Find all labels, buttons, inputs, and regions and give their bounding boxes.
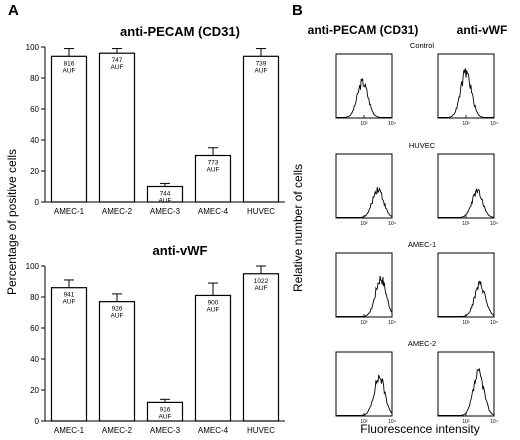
histogram-frame xyxy=(437,351,495,417)
bar-annotation-unit: AUF xyxy=(207,306,220,313)
bar-annotation-value: 916 xyxy=(160,406,171,413)
category-label: AMEC-1 xyxy=(54,207,85,216)
category-label: AMEC-3 xyxy=(150,207,181,216)
histogram-x-tick-label: 10⁴ xyxy=(388,419,396,425)
histogram-curve xyxy=(438,280,495,317)
bar-chart-pecam: 020406080100AMEC-1816AUFAMEC-2747AUFAMEC… xyxy=(26,43,285,216)
category-label: AMEC-3 xyxy=(150,426,181,435)
histogram-x-tick-label: 10² xyxy=(462,419,470,425)
bar-annotation-value: 926 xyxy=(112,306,123,313)
bar-annotation-unit: AUF xyxy=(207,167,220,174)
y-axis-label: Percentage of positive cells xyxy=(5,149,19,295)
histogram-row-label: AMEC-2 xyxy=(408,339,436,348)
y-tick-label: 40 xyxy=(30,355,39,364)
histogram-curve xyxy=(336,78,392,118)
histogram-frame xyxy=(335,153,393,219)
y-tick-label: 100 xyxy=(26,43,40,52)
chart-title-vwf: anti-vWF xyxy=(153,243,208,258)
category-label: HUVEC xyxy=(247,426,275,435)
bar-annotation-value: 900 xyxy=(208,299,219,306)
bar-annotation-value: 816 xyxy=(64,60,75,67)
bar-annotation-unit: AUF xyxy=(159,198,172,205)
category-label: AMEC-4 xyxy=(198,207,229,216)
histogram-curve xyxy=(336,275,393,317)
bar-chart-vwf: 020406080100AMEC-1941AUFAMEC-2926AUFAMEC… xyxy=(26,262,285,435)
histogram-x-tick-label: 10⁴ xyxy=(388,121,396,127)
histogram-x-tick-label: 10² xyxy=(360,221,368,227)
histogram-row-label: AMEC-1 xyxy=(408,240,436,249)
bar-annotation-value: 744 xyxy=(160,191,171,198)
y-tick-label: 0 xyxy=(35,198,40,207)
histogram-curve xyxy=(438,188,495,218)
panel-letter-b: B xyxy=(292,2,303,19)
histogram-x-tick-label: 10² xyxy=(462,221,470,227)
bar xyxy=(194,154,232,203)
bar-annotation-value: 739 xyxy=(256,60,267,67)
y-tick-label: 20 xyxy=(30,386,39,395)
category-label: HUVEC xyxy=(247,207,275,216)
bar-annotation-unit: AUF xyxy=(63,299,76,306)
histogram-frame xyxy=(437,252,495,318)
histogram-curve xyxy=(336,374,393,416)
histogram-curve xyxy=(438,68,494,118)
y-tick-label: 20 xyxy=(30,167,39,176)
histogram-curve xyxy=(438,367,495,416)
histogram-y-axis-label: Relative number of cells xyxy=(291,164,305,292)
y-tick-label: 40 xyxy=(30,136,39,145)
bar xyxy=(242,55,280,203)
bar-annotation-value: 941 xyxy=(64,292,75,299)
bar xyxy=(98,301,136,422)
y-tick-label: 80 xyxy=(30,293,39,302)
histogram-frame xyxy=(437,53,495,119)
bar xyxy=(50,55,88,203)
category-label: AMEC-4 xyxy=(198,426,229,435)
bar-annotation-unit: AUF xyxy=(159,413,172,420)
histogram-x-axis-label: Fluorescence intensity xyxy=(360,422,479,436)
y-tick-label: 100 xyxy=(26,262,40,271)
histogram-x-tick-label: 10² xyxy=(360,419,368,425)
bar xyxy=(50,287,88,422)
y-tick-label: 60 xyxy=(30,324,39,333)
bar-annotation-unit: AUF xyxy=(111,313,124,320)
histogram-row-label: HUVEC xyxy=(409,141,436,150)
category-label: AMEC-2 xyxy=(102,426,133,435)
histogram-x-tick-label: 10⁴ xyxy=(490,320,498,326)
histogram-x-tick-label: 10² xyxy=(462,121,470,127)
histogram-x-tick-label: 10² xyxy=(462,320,470,326)
histogram-x-tick-label: 10⁴ xyxy=(388,320,396,326)
bar xyxy=(98,52,136,203)
y-tick-label: 80 xyxy=(30,74,39,83)
bar-annotation-value: 1022 xyxy=(254,278,269,285)
column-title-pecam: anti-PECAM (CD31) xyxy=(308,23,419,37)
bar-annotation-value: 773 xyxy=(208,160,219,167)
histogram-frame xyxy=(437,153,495,219)
bar-annotation-unit: AUF xyxy=(111,64,124,71)
chart-title-pecam: anti-PECAM (CD31) xyxy=(120,24,240,39)
y-tick-label: 60 xyxy=(30,105,39,114)
histogram-x-tick-label: 10⁴ xyxy=(490,221,498,227)
bar-annotation-value: 747 xyxy=(112,57,123,64)
bar xyxy=(242,273,280,422)
histogram-x-tick-label: 10⁴ xyxy=(490,121,498,127)
histogram-x-tick-label: 10⁴ xyxy=(490,419,498,425)
histogram-x-tick-label: 10² xyxy=(360,121,368,127)
histogram-grid: Control 10² 10⁴ 10² 10⁴ HUVEC 10² 10⁴ 10² 10⁴ AMEC… xyxy=(335,41,498,425)
histogram-x-tick-label: 10² xyxy=(360,320,368,326)
column-title-vwf: anti-vWF xyxy=(457,23,508,37)
bar-annotation-unit: AUF xyxy=(255,285,268,292)
bar-annotation-unit: AUF xyxy=(255,67,268,74)
histogram-curve xyxy=(336,186,393,218)
y-tick-label: 0 xyxy=(35,417,40,426)
category-label: AMEC-1 xyxy=(54,426,85,435)
bar-annotation-unit: AUF xyxy=(63,67,76,74)
histogram-row-label: Control xyxy=(410,41,435,50)
category-label: AMEC-2 xyxy=(102,207,133,216)
histogram-frame xyxy=(335,351,393,417)
histogram-x-tick-label: 10⁴ xyxy=(388,221,396,227)
bar xyxy=(194,294,232,422)
panel-letter-a: A xyxy=(8,2,19,19)
